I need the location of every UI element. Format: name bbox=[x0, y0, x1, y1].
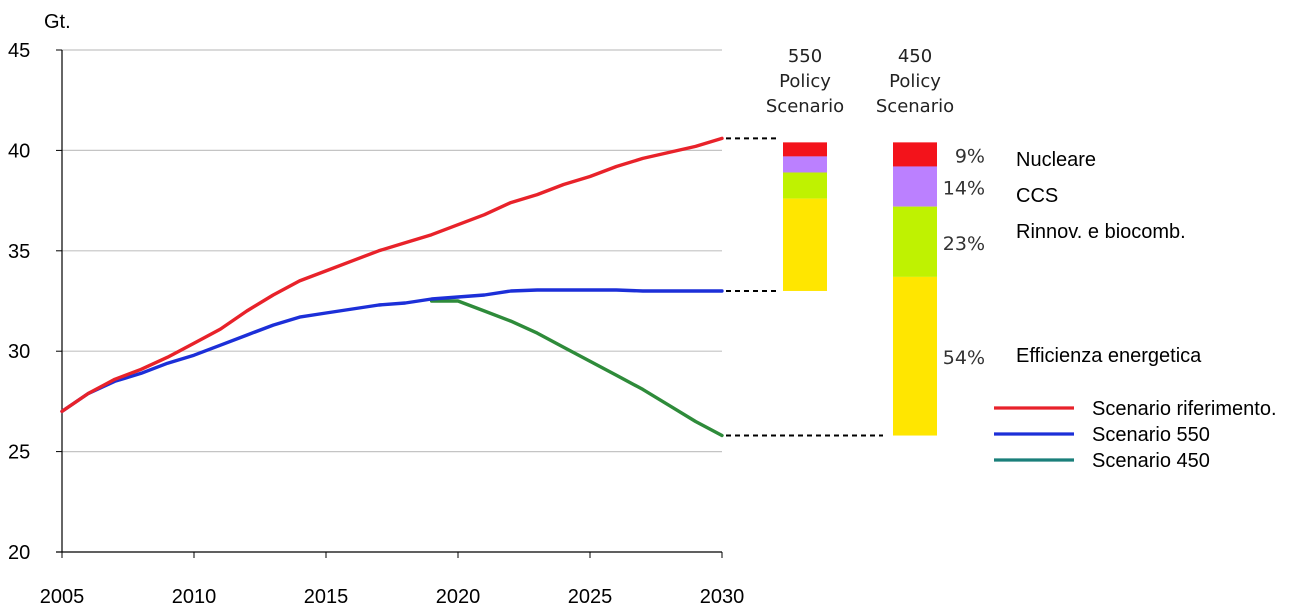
x-tick-label-2005: 2005 bbox=[40, 586, 85, 608]
x-tick-labels: 2005 2010 2015 2020 2025 2030 bbox=[40, 586, 745, 608]
y-tick-label-30: 30 bbox=[8, 341, 30, 363]
y-tick-label-40: 40 bbox=[8, 140, 30, 162]
bar-1-segment-3 bbox=[893, 276, 937, 436]
category-label-0: Nucleare bbox=[1016, 149, 1096, 171]
axes bbox=[56, 49, 723, 558]
share-label-0: 9% bbox=[955, 145, 985, 167]
x-tick-label-2025: 2025 bbox=[568, 586, 613, 608]
y-tick-label-25: 25 bbox=[8, 442, 30, 464]
grid-lines bbox=[62, 49, 722, 453]
share-label-1: 14% bbox=[943, 178, 985, 200]
series-lines bbox=[60, 136, 724, 438]
series-line-1 bbox=[60, 288, 724, 414]
share-label-3: 54% bbox=[943, 347, 985, 369]
bar-0-segment-1 bbox=[783, 156, 827, 173]
bar-1-segment-0 bbox=[893, 142, 937, 167]
bar-heading-1-line-1: Policy bbox=[889, 71, 941, 92]
bar-0-segment-0 bbox=[783, 142, 827, 157]
share-label-2: 23% bbox=[943, 233, 985, 255]
connector-dashes bbox=[726, 137, 883, 437]
y-tick-labels: 20 25 30 35 40 45 bbox=[8, 40, 30, 564]
category-label-2: Rinnov. e biocomb. bbox=[1016, 221, 1186, 243]
share-labels: 9% 14% 23% 54% bbox=[943, 145, 985, 369]
series-line-2 bbox=[429, 299, 724, 438]
bar-0-segment-2 bbox=[783, 172, 827, 199]
legend-label-0: Scenario riferimento. bbox=[1092, 398, 1277, 420]
bar-heading-0-line-1: Policy bbox=[779, 71, 831, 92]
legend-label-1: Scenario 550 bbox=[1092, 424, 1210, 446]
x-tick-label-2015: 2015 bbox=[304, 586, 349, 608]
y-tick-label-35: 35 bbox=[8, 241, 30, 263]
series-line-0 bbox=[60, 136, 724, 414]
category-label-3: Efficienza energetica bbox=[1016, 345, 1202, 367]
bar-0-segment-3 bbox=[783, 198, 827, 291]
legend: Scenario riferimento. Scenario 550 Scenari… bbox=[994, 398, 1277, 472]
bar-1-segment-2 bbox=[893, 206, 937, 277]
x-tick-label-2030: 2030 bbox=[700, 586, 745, 608]
category-label-1: CCS bbox=[1016, 185, 1058, 207]
y-tick-label-20: 20 bbox=[8, 542, 30, 564]
bar-heading-1-line-0: 450 bbox=[898, 46, 932, 67]
y-axis-unit: Gt. bbox=[44, 11, 71, 33]
bar-heading-0-line-2: Scenario bbox=[766, 96, 844, 117]
category-labels: Nucleare CCS Rinnov. e biocomb. Efficienza … bbox=[1016, 149, 1202, 367]
scenario-bars: 550 Policy Scenario 450 Policy Scenario bbox=[766, 46, 954, 436]
x-tick-label-2010: 2010 bbox=[172, 586, 217, 608]
bar-heading-0-line-0: 550 bbox=[788, 46, 822, 67]
x-tick-label-2020: 2020 bbox=[436, 586, 481, 608]
bar-1-segment-1 bbox=[893, 166, 937, 207]
bar-heading-1-line-2: Scenario bbox=[876, 96, 954, 117]
y-tick-label-45: 45 bbox=[8, 40, 30, 62]
legend-label-2: Scenario 450 bbox=[1092, 450, 1210, 472]
